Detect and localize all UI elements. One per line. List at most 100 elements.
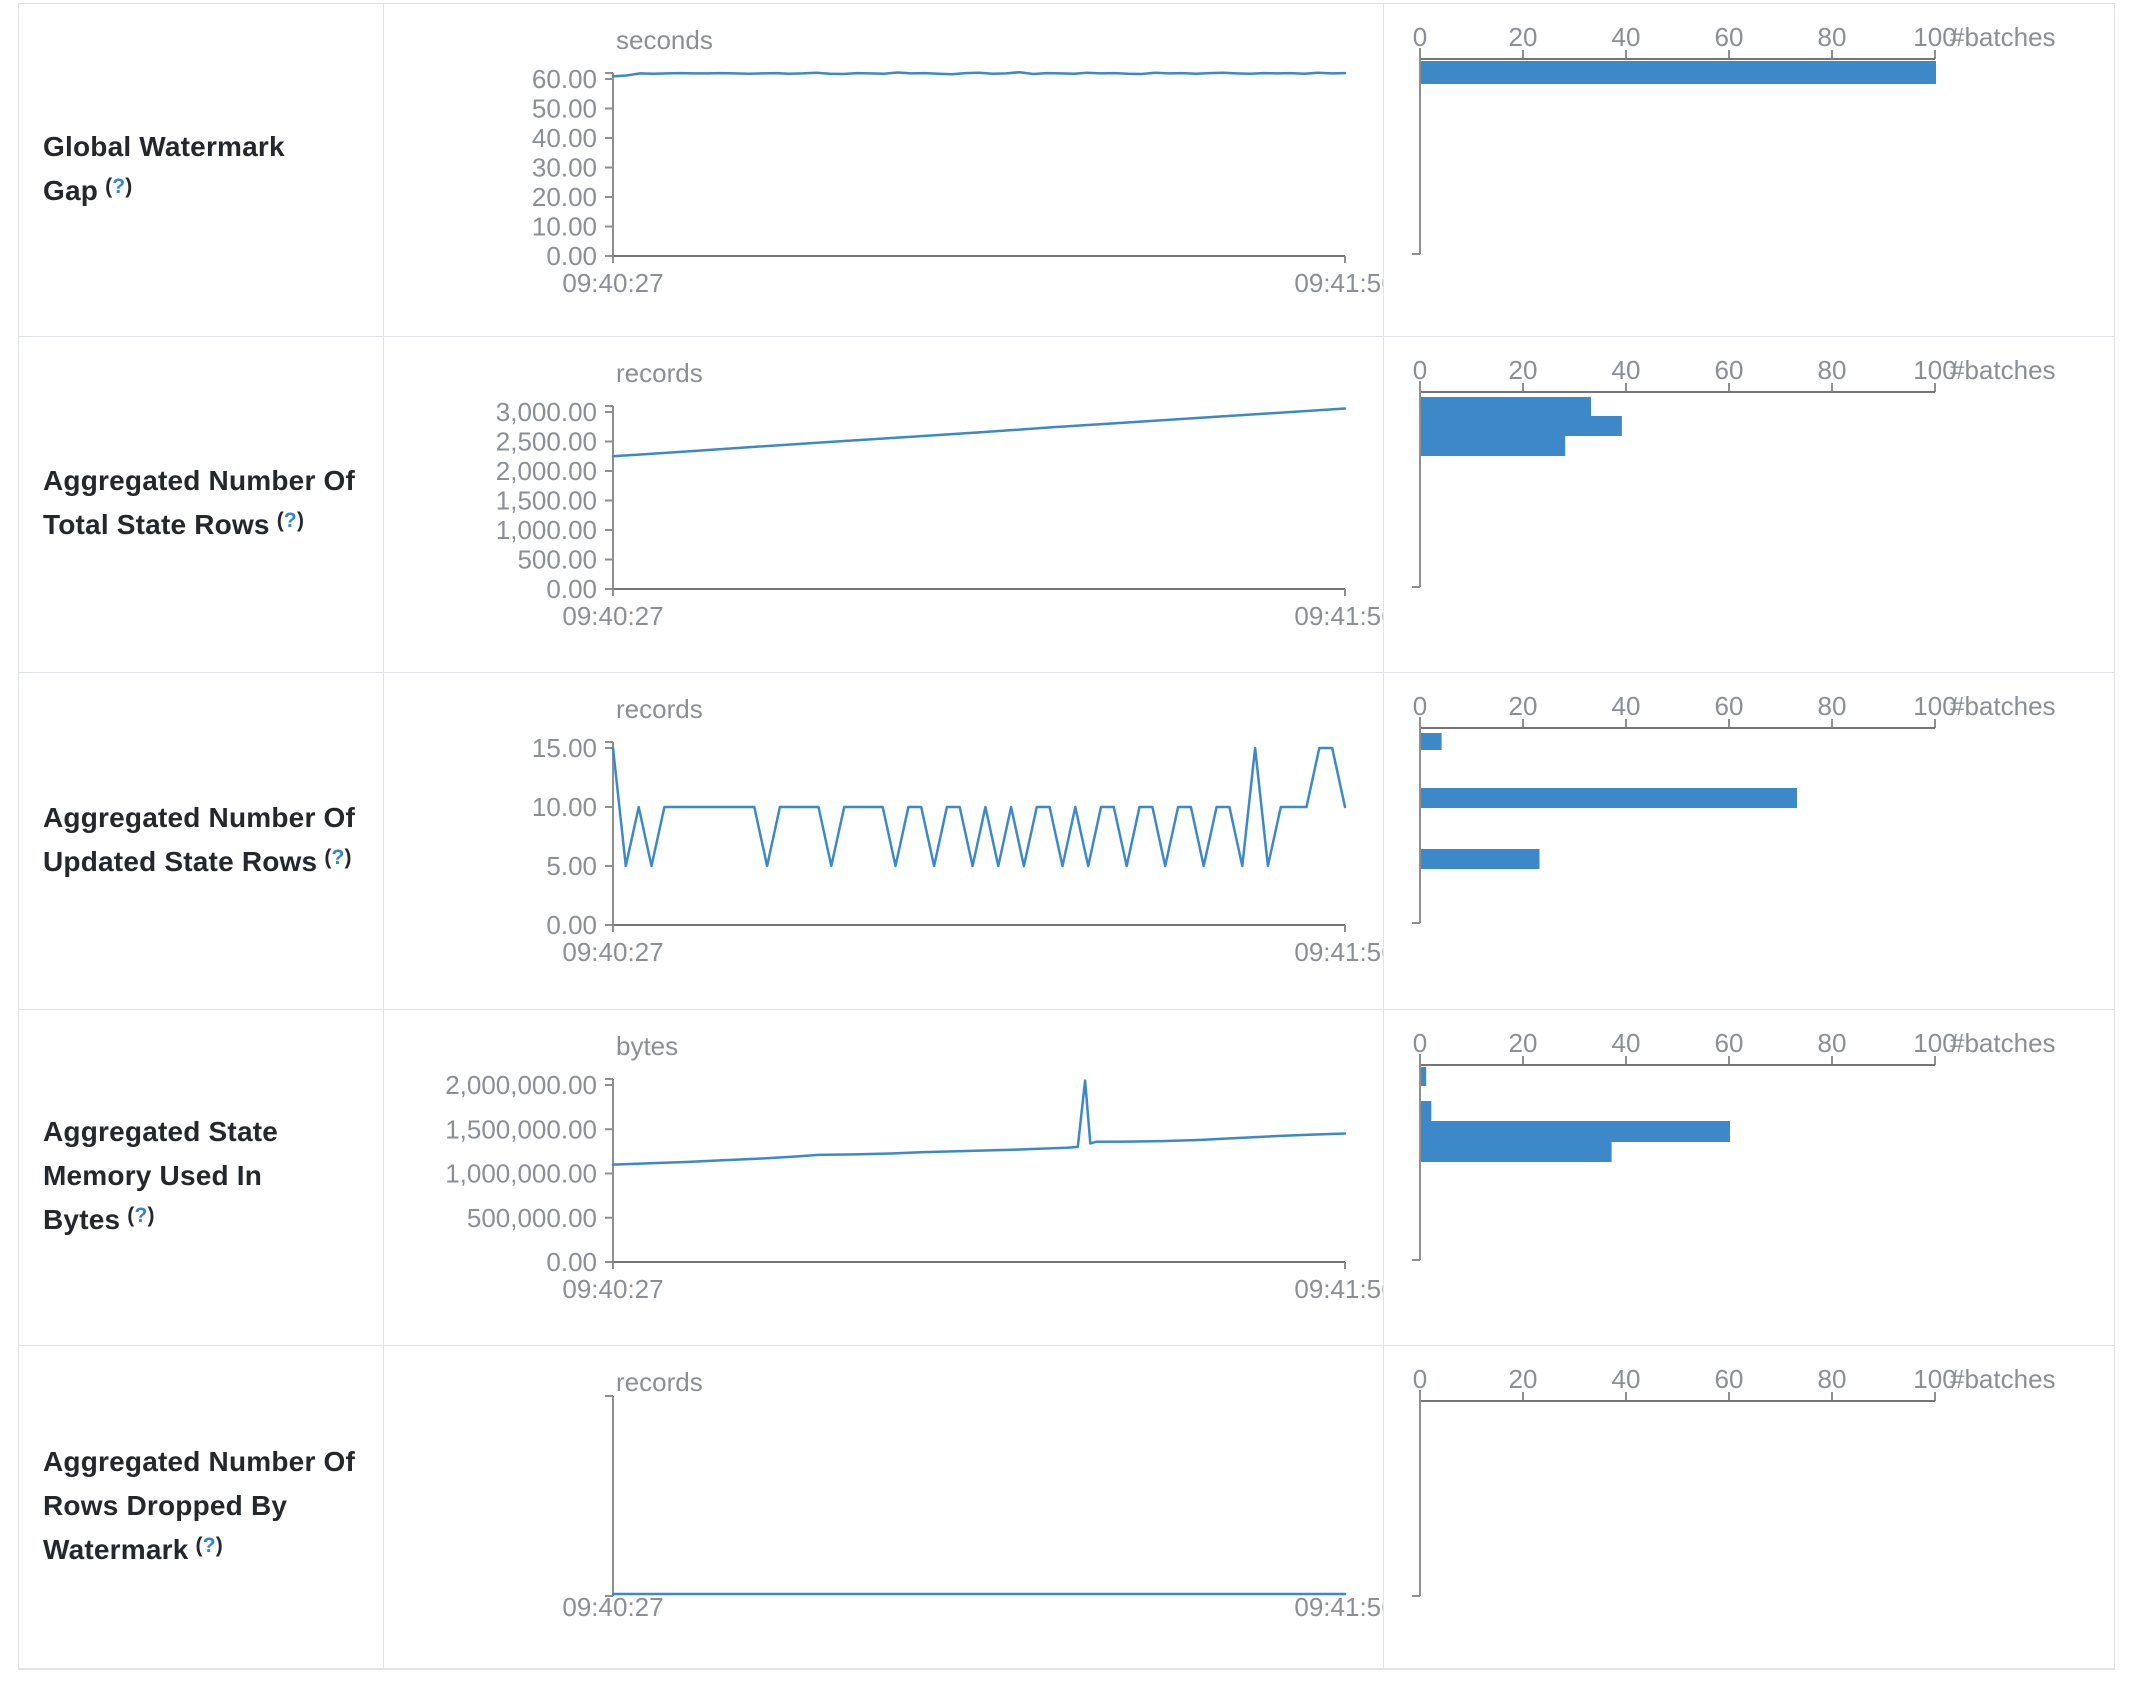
unit-label: records xyxy=(616,694,703,724)
timeline-series-line xyxy=(611,70,1347,78)
x-axis-start-label: 09:40:27 xyxy=(562,601,663,631)
histogram-axis-tick-label: 40 xyxy=(1612,22,1641,52)
timeline-series-line xyxy=(611,746,1347,868)
metric-name: Global Watermark Gap (?) xyxy=(43,125,357,216)
histogram-chart: 0 20 40 60 80 100#batches xyxy=(1412,355,2056,588)
batches-axis-label: #batches xyxy=(1950,355,2056,385)
y-axis-tick-label: 0.00 xyxy=(546,574,597,604)
unit-label: records xyxy=(616,358,703,388)
histogram-axis-tick-label: 20 xyxy=(1509,1364,1538,1394)
help-paren-open: ( xyxy=(276,509,284,532)
y-axis-tick-label: 10.00 xyxy=(532,212,597,242)
y-axis-tick-label: 1,500.00 xyxy=(496,486,597,516)
metric-name: Aggregated Number Of Total State Rows (?) xyxy=(43,459,357,550)
histogram-axis-tick-label: 40 xyxy=(1612,691,1641,721)
timeline-chart-cell: seconds 60.00 50.00 40.00 30.00 20.00 10.00 0.0… xyxy=(384,4,1384,336)
timeline-chart-cell: records 15.00 10.00 5.00 0.00 09:40:27 09:41:5… xyxy=(384,673,1384,1009)
histogram-bar xyxy=(1421,788,1797,808)
metric-label-cell: Aggregated Number Of Updated State Rows(… xyxy=(19,673,384,1009)
x-axis-start-label: 09:40:27 xyxy=(562,1592,663,1622)
timeline-chart-cell: records 3,000.00 2,500.00 2,000.00 1,500.00 1… xyxy=(384,337,1384,672)
histogram-axis-tick-label: 60 xyxy=(1715,355,1744,385)
histogram-chart-cell: 0 20 40 60 80 100 #batches xyxy=(1384,673,2114,1009)
histogram-axis-tick-label: 60 xyxy=(1715,22,1744,52)
timeline-chart: bytes 2,000,000.00 1,500,000.00 1,000,000.0… xyxy=(445,1031,1383,1304)
histogram-axis-tick-label: 40 xyxy=(1612,355,1641,385)
histogram-axis-tick-label: 60 xyxy=(1715,691,1744,721)
y-axis-tick-label: 500.00 xyxy=(517,545,597,575)
metric-label-text: Aggregated Number Of Rows Dropped By Wat… xyxy=(43,1445,356,1565)
metric-row-4: Aggregated State Memory Used In Bytes (?)… xyxy=(19,1009,2114,1345)
histogram-axis-tick-label: 40 xyxy=(1612,1364,1641,1394)
metric-help-link[interactable]: (?) xyxy=(127,1204,154,1227)
y-axis-tick-label: 0.00 xyxy=(546,1247,597,1277)
histogram-axis-tick-label: 100 xyxy=(1913,1364,1956,1394)
histogram-bar xyxy=(1421,61,1936,84)
histogram-axis-tick-label: 80 xyxy=(1818,1364,1847,1394)
metric-name: Aggregated Number Of Updated State Rows(… xyxy=(43,796,357,887)
x-axis-start-label: 09:40:27 xyxy=(562,937,663,967)
unit-label: records xyxy=(616,1367,703,1397)
unit-label: bytes xyxy=(616,1031,678,1061)
metric-help-link[interactable]: (?) xyxy=(324,846,351,869)
timeline-series-line xyxy=(611,1079,1347,1166)
histogram-axis-tick-label: 40 xyxy=(1612,1028,1641,1058)
y-axis-tick-label: 5.00 xyxy=(546,851,597,881)
metric-name: Aggregated Number Of Rows Dropped By Wat… xyxy=(43,1440,357,1575)
timeline-chart-cell: records 09:40:27 09:41:56 xyxy=(384,1346,1384,1668)
histogram-bar xyxy=(1421,1121,1730,1142)
histogram-axis-tick-label: 20 xyxy=(1509,355,1538,385)
histogram-bar xyxy=(1421,397,1591,416)
histogram-axis-tick-label: 0 xyxy=(1413,691,1427,721)
y-axis-tick-label: 15.00 xyxy=(532,733,597,763)
x-axis-start-label: 09:40:27 xyxy=(562,268,663,298)
y-axis-tick-label: 50.00 xyxy=(532,94,597,124)
metric-row-3: Aggregated Number Of Updated State Rows(… xyxy=(19,672,2114,1009)
x-axis-end-label: 09:41:56 xyxy=(1294,601,1383,631)
question-mark-icon[interactable]: ? xyxy=(202,1533,216,1557)
metric-help-link[interactable]: (?) xyxy=(277,509,304,532)
metric-row-1: Global Watermark Gap (?) seconds 60.00 50.0… xyxy=(19,4,2114,336)
histogram-axis-tick-label: 0 xyxy=(1413,1028,1427,1058)
histogram-axis-tick-label: 0 xyxy=(1413,1364,1427,1394)
y-axis-tick-label: 30.00 xyxy=(532,153,597,183)
histogram-axis-tick-label: 0 xyxy=(1413,355,1427,385)
y-axis-tick-label: 2,500.00 xyxy=(496,427,597,457)
question-mark-icon[interactable]: ? xyxy=(283,509,297,532)
histogram-chart: 0 20 40 60 80 100#batches xyxy=(1412,1028,2056,1261)
y-axis-tick-label: 1,000,000.00 xyxy=(445,1159,597,1189)
metric-help-link[interactable]: (?) xyxy=(196,1534,223,1557)
histogram-chart: 0 20 40 60 80 100#batches xyxy=(1412,22,2056,255)
question-mark-icon[interactable]: ? xyxy=(112,174,126,198)
histogram-bar xyxy=(1421,1142,1612,1162)
histogram-axis-tick-label: 100 xyxy=(1913,355,1956,385)
y-axis-tick-label: 20.00 xyxy=(532,182,597,212)
metric-label-text: Aggregated Number Of Updated State Rows xyxy=(43,801,356,877)
y-axis-tick-label: 10.00 xyxy=(532,792,597,822)
histogram-axis-tick-label: 20 xyxy=(1509,1028,1538,1058)
histogram-axis-tick-label: 80 xyxy=(1818,1028,1847,1058)
metric-label-text: Aggregated Number Of Total State Rows xyxy=(43,465,356,540)
unit-label: seconds xyxy=(616,25,713,55)
histogram-chart-cell: 0 20 40 60 80 100 #batches xyxy=(1384,1010,2114,1345)
question-mark-icon[interactable]: ? xyxy=(331,845,345,869)
histogram-bar xyxy=(1421,849,1540,869)
timeline-chart: records 3,000.002,500.002,000.001,500.001… xyxy=(496,358,1383,631)
metric-help-link[interactable]: (?) xyxy=(105,175,132,198)
metric-row-2: Aggregated Number Of Total State Rows (?)… xyxy=(19,336,2114,672)
help-paren-open: ( xyxy=(324,845,332,869)
histogram-bar xyxy=(1421,436,1566,456)
x-axis-end-label: 09:41:56 xyxy=(1294,1592,1383,1622)
timeline-chart: seconds 60.0050.0040.0030.0020.0010.000.0… xyxy=(532,25,1383,298)
metric-name: Aggregated State Memory Used In Bytes (?) xyxy=(43,1110,357,1245)
y-axis-tick-label: 0.00 xyxy=(546,241,597,271)
question-mark-icon[interactable]: ? xyxy=(134,1204,148,1227)
batches-axis-label: #batches xyxy=(1950,22,2056,52)
x-axis-end-label: 09:41:56 xyxy=(1294,268,1383,298)
histogram-chart-cell: 0 20 40 60 80 100 #batches xyxy=(1384,337,2114,672)
histogram-axis-tick-label: 60 xyxy=(1715,1364,1744,1394)
y-axis-tick-label: 1,000.00 xyxy=(496,515,597,545)
metric-label-cell: Aggregated Number Of Total State Rows (?) xyxy=(19,337,384,672)
x-axis-start-label: 09:40:27 xyxy=(562,1274,663,1304)
help-paren-close: ) xyxy=(344,845,352,869)
